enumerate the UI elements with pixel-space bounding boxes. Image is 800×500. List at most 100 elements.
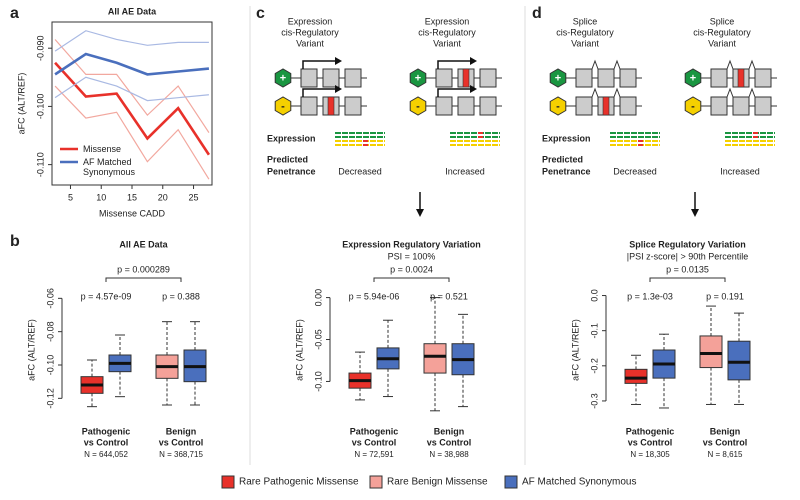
- tss-arrow: [302, 88, 335, 97]
- ci-line: [54, 76, 209, 102]
- exon: [344, 68, 362, 88]
- enhancer-sign: +: [415, 72, 421, 84]
- exon: [754, 68, 772, 88]
- tss-arrow: [437, 60, 470, 69]
- row-label: Expression: [542, 133, 591, 143]
- variant-label: cis-Regulatory: [693, 27, 751, 37]
- group-label: vs Control: [84, 437, 129, 447]
- x-tick-label: 5: [68, 192, 73, 202]
- x-tick-label: 20: [158, 192, 168, 202]
- group-p-value: p = 0.388: [162, 291, 200, 301]
- group-n: N = 18,305: [630, 450, 670, 459]
- enhancer-hexagon: [274, 68, 292, 88]
- group-n: N = 368,715: [159, 450, 203, 459]
- tss-arrowhead: [335, 85, 342, 93]
- box: [423, 343, 447, 374]
- exon: [300, 68, 318, 88]
- y-tick-label: -0.05: [313, 329, 323, 350]
- y-tick-label: -0.10: [45, 355, 55, 376]
- exon: [300, 96, 318, 116]
- group-label: Pathogenic: [626, 426, 675, 436]
- exon: [710, 96, 728, 116]
- x-tick-label: 25: [189, 192, 199, 202]
- comparison-p-value: p = 0.0024: [390, 264, 433, 274]
- exon: [597, 68, 615, 88]
- x-tick-label: 15: [127, 192, 137, 202]
- row-label: Expression: [267, 133, 316, 143]
- flow-arrowhead: [691, 209, 699, 217]
- y-tick-label: -0.100: [35, 94, 45, 120]
- variant: [327, 96, 335, 116]
- exon: [322, 68, 340, 88]
- variant: [737, 68, 745, 88]
- y-tick-label: 0.0: [589, 289, 599, 302]
- comparison-p-value: p = 0.000289: [117, 264, 170, 274]
- outcome-label: Decreased: [338, 166, 382, 176]
- enhancer-sign: +: [690, 72, 696, 84]
- enhancer-hexagon: [409, 68, 427, 88]
- variant-label: Splice: [710, 16, 735, 26]
- ci-line: [54, 39, 210, 133]
- exon: [479, 68, 497, 88]
- panel-label: a: [10, 5, 19, 22]
- exon: [479, 96, 497, 116]
- exon: [754, 96, 772, 116]
- legend-label: AF Matched Synonymous: [83, 157, 136, 177]
- y-tick-label: -0.08: [45, 321, 55, 342]
- y-tick-label: -0.1: [589, 323, 599, 339]
- variant: [602, 96, 610, 116]
- group-p-value: p = 5.94e-06: [349, 291, 400, 301]
- variant-label: Variant: [708, 38, 736, 48]
- legend-swatch: [504, 475, 518, 489]
- y-axis-label: aFC (ALT/REF): [16, 73, 26, 135]
- panel-label: b: [10, 233, 20, 250]
- enhancer-hexagon: [549, 68, 567, 88]
- group-label: Benign: [710, 426, 741, 436]
- series-line: [54, 52, 210, 76]
- tss-arrow: [437, 88, 470, 97]
- tss-arrowhead: [335, 57, 342, 65]
- enhancer-hexagon: [684, 68, 702, 88]
- variant-label: cis-Regulatory: [556, 27, 614, 37]
- row-label: Penetrance: [267, 166, 316, 176]
- exon: [710, 68, 728, 88]
- enhancer-sign: -: [281, 100, 285, 112]
- group-label: vs Control: [628, 437, 673, 447]
- legend-label: Rare Benign Missense: [387, 477, 488, 488]
- group-label: Pathogenic: [82, 426, 131, 436]
- y-tick-label: -0.10: [313, 371, 323, 392]
- group-p-value: p = 1.3e-03: [627, 291, 673, 301]
- comparison-bracket: [373, 277, 450, 282]
- splice-junction: [613, 87, 621, 98]
- row-label: Predicted: [542, 154, 583, 164]
- variant-label: Expression: [288, 16, 333, 26]
- variant-label: cis-Regulatory: [281, 27, 339, 37]
- box: [624, 368, 648, 384]
- comparison-p-value: p = 0.0135: [666, 264, 709, 274]
- y-axis-label: aFC (ALT/REF): [294, 319, 304, 381]
- x-tick-label: 10: [96, 192, 106, 202]
- enhancer-hexagon: [274, 96, 292, 116]
- comparison-bracket: [105, 277, 182, 282]
- group-label: vs Control: [427, 437, 472, 447]
- group-p-value: p = 0.521: [430, 291, 468, 301]
- group-label: Benign: [434, 426, 465, 436]
- comparison-bracket: [649, 277, 726, 282]
- outcome-label: Increased: [445, 166, 485, 176]
- enhancer-sign: +: [280, 72, 286, 84]
- splice-junction: [748, 87, 756, 98]
- splice-junction: [591, 87, 599, 98]
- chart-subtitle: PSI = 100%: [388, 251, 436, 261]
- group-label: vs Control: [159, 437, 204, 447]
- chart-title: All AE Data: [119, 239, 168, 249]
- tss-arrowhead: [470, 85, 477, 93]
- legend-label: Rare Pathogenic Missense: [239, 477, 359, 488]
- enhancer-hexagon: [409, 96, 427, 116]
- group-n: N = 644,052: [84, 450, 128, 459]
- splice-junction: [726, 87, 734, 98]
- legend-label: AF Matched Synonymous: [522, 477, 637, 488]
- y-tick-label: -0.110: [35, 152, 45, 177]
- variant-label: Variant: [433, 38, 461, 48]
- variant-label: Variant: [571, 38, 599, 48]
- group-p-value: p = 0.191: [706, 291, 744, 301]
